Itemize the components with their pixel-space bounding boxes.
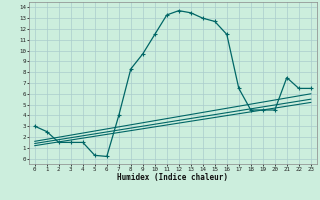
- X-axis label: Humidex (Indice chaleur): Humidex (Indice chaleur): [117, 173, 228, 182]
